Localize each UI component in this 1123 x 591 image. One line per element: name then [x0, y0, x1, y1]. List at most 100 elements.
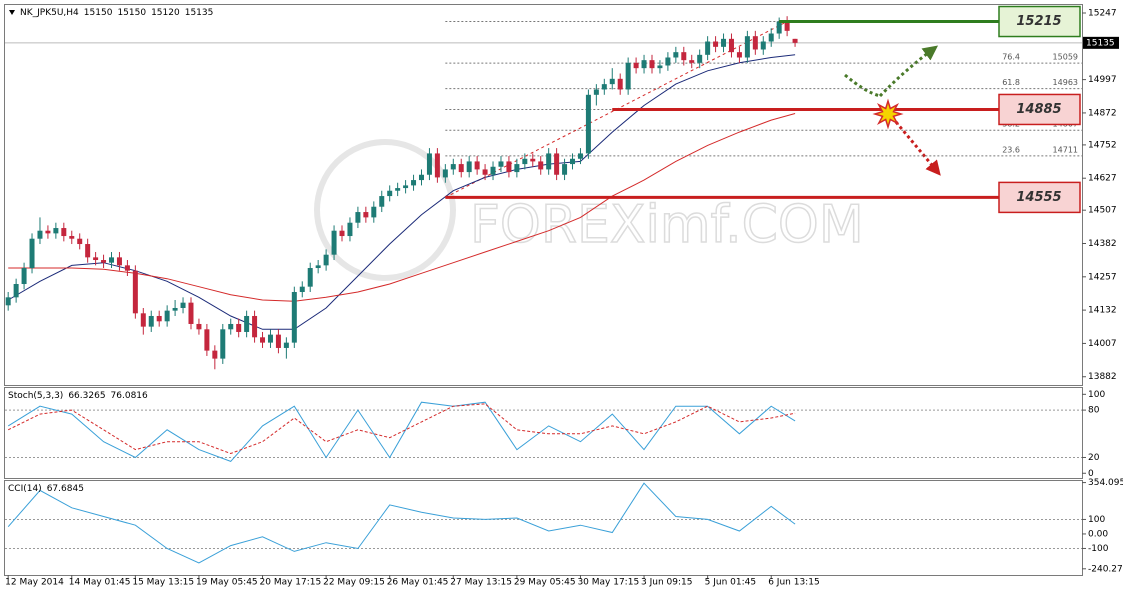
fib-price: 14963: [1053, 78, 1078, 87]
candle-body: [212, 350, 218, 359]
chart-header: NK_JPK5U,H4 15150 15150 15120 15135: [20, 8, 213, 18]
level-label: 14885: [1016, 102, 1061, 117]
candle-body: [633, 62, 639, 69]
y-tick-label: -100: [1088, 544, 1109, 554]
candle-body: [625, 62, 631, 90]
candle-body: [403, 185, 409, 189]
candle-body: [323, 254, 329, 266]
y-tick-label: 14257: [1088, 272, 1117, 282]
candle-body: [562, 164, 568, 175]
candle-body: [784, 21, 790, 31]
candle-body: [554, 153, 560, 175]
level-box: [998, 5, 1081, 38]
candle-body: [236, 323, 242, 332]
x-tick-label: 29 May 05:45: [514, 578, 576, 588]
y-tick-label: 14872: [1088, 108, 1117, 118]
candle-body: [331, 230, 337, 255]
candle-body: [109, 257, 115, 263]
candle-body: [244, 315, 250, 332]
y-tick-label: 14007: [1088, 339, 1117, 349]
candle-body: [673, 52, 679, 58]
y-tick-label: 15247: [1088, 8, 1117, 18]
candle-body: [85, 244, 91, 258]
y-tick-label: 14627: [1088, 174, 1117, 184]
main-panel: [4, 4, 1083, 386]
candle-body: [156, 315, 162, 322]
indicator-value: 66.3265: [68, 391, 105, 401]
candle-body: [546, 153, 552, 170]
y-tick-label: 354.095: [1088, 478, 1123, 488]
candle-body: [347, 222, 353, 237]
candle-body: [283, 342, 289, 348]
menu-icon: [9, 10, 15, 15]
y-tick-label: 14752: [1088, 140, 1117, 150]
fib-price: 14711: [1053, 145, 1078, 154]
candle-body: [522, 158, 528, 165]
ohlc-value: 15120: [151, 8, 180, 18]
candle-body: [506, 161, 512, 173]
candle-body: [705, 41, 711, 55]
level-label: 14555: [1016, 190, 1061, 205]
candle-body: [728, 38, 734, 53]
candle-body: [355, 212, 361, 223]
candle-body: [260, 337, 266, 343]
stoch-panel: [4, 387, 1083, 479]
candle-body: [315, 265, 321, 269]
candle-body: [570, 158, 576, 165]
indicator-name: Stoch(5,3,3): [8, 391, 63, 401]
x-tick-label: 22 May 09:15: [323, 578, 385, 588]
x-tick-label: 15 May 13:15: [132, 578, 194, 588]
level-label: 15215: [1016, 14, 1061, 29]
candle-body: [418, 174, 424, 181]
candle-body: [681, 52, 687, 61]
candle-body: [760, 41, 766, 50]
candle-body: [172, 307, 178, 311]
candle-body: [490, 166, 496, 175]
candle-body: [93, 257, 99, 261]
candle-body: [45, 230, 51, 234]
candle-body: [124, 265, 130, 271]
x-tick-label: 30 May 17:15: [577, 578, 639, 588]
candle-body: [411, 180, 417, 186]
candle-body: [736, 52, 742, 58]
candle-body: [450, 164, 456, 170]
indicator-line: [7, 403, 796, 455]
candle-body: [697, 54, 703, 63]
y-tick-label: 13882: [1088, 372, 1117, 382]
y-tick-label: 100: [1088, 515, 1105, 525]
candle-body: [148, 315, 154, 327]
y-tick-label: 20: [1088, 453, 1100, 463]
candle-body: [387, 190, 393, 197]
candle-body: [116, 257, 122, 266]
fib-price: 15059: [1053, 53, 1078, 62]
candle-body: [363, 212, 369, 218]
candle-body: [577, 153, 583, 159]
candle-body: [593, 89, 599, 95]
candle-body: [252, 315, 258, 338]
candle-body: [13, 284, 19, 298]
candle-body: [434, 153, 440, 178]
level-box: [998, 93, 1081, 126]
candle-body: [474, 161, 480, 170]
candle-body: [395, 188, 401, 191]
candle-body: [482, 169, 488, 175]
cci-panel: [4, 480, 1083, 576]
x-tick-label: 19 May 05:45: [196, 578, 258, 588]
candle-body: [77, 238, 83, 245]
y-tick-label: 0.00: [1088, 529, 1108, 539]
candle-body: [657, 65, 663, 69]
candle-body: [514, 164, 520, 173]
candle-body: [649, 60, 655, 69]
indicator-value: 67.6845: [47, 484, 84, 494]
candle-body: [458, 164, 464, 173]
indicator-line: [7, 54, 796, 330]
fib-level: 76.4: [1002, 53, 1020, 62]
candle-body: [228, 323, 234, 330]
candle-body: [299, 286, 305, 292]
arrow-down: [844, 73, 881, 98]
candle-body: [61, 228, 67, 237]
candle-body: [466, 161, 472, 173]
candle-body: [69, 236, 75, 239]
indicator-header: CCI(14) 67.6845: [8, 484, 84, 494]
candle-body: [339, 230, 345, 237]
